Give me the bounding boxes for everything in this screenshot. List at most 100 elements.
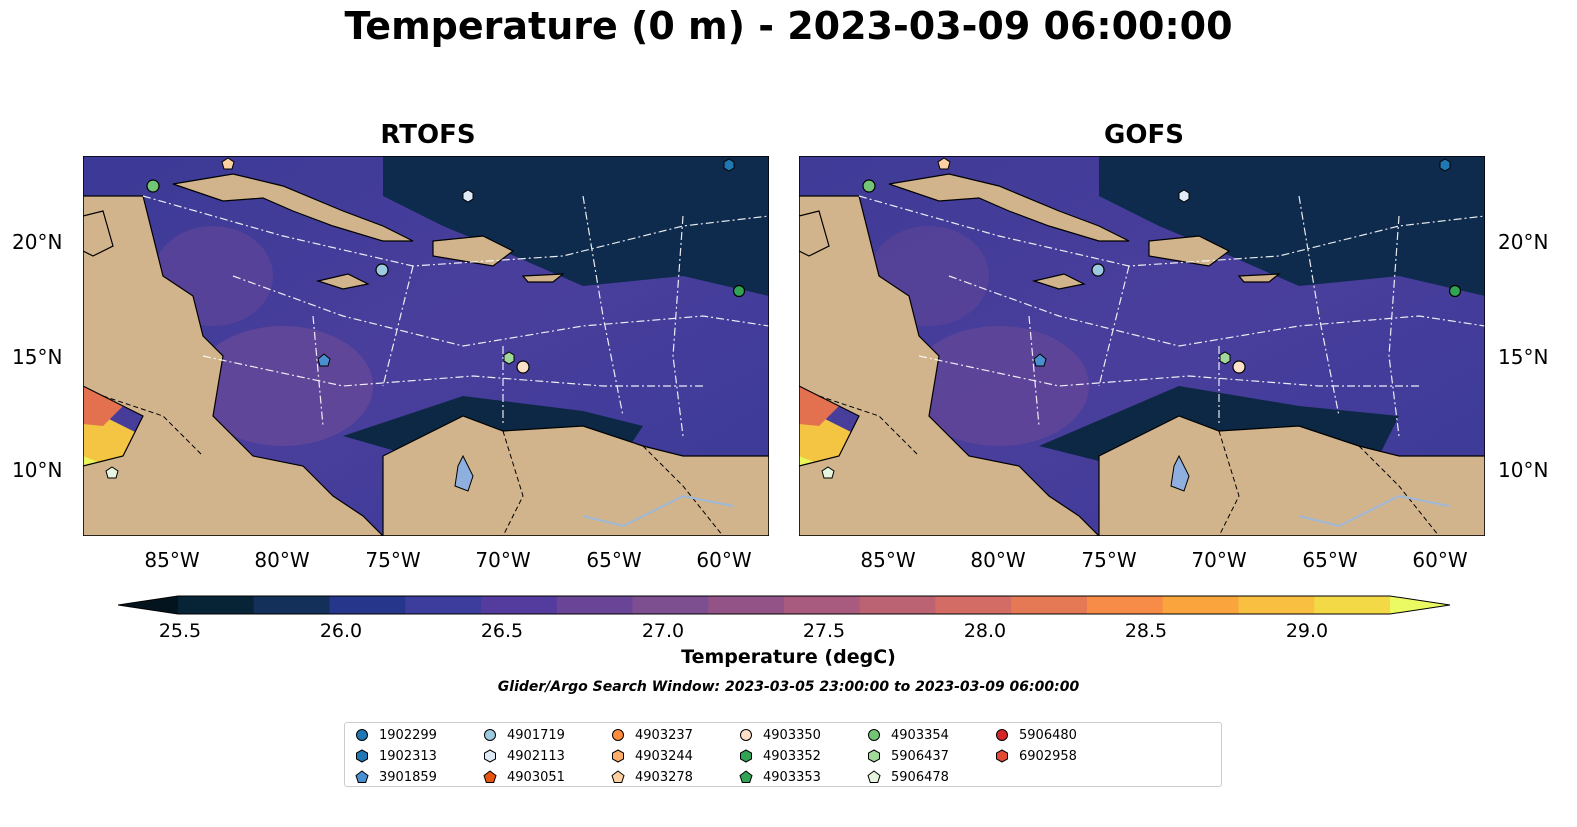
circle-marker-icon	[484, 729, 496, 741]
lat-label-20n-right: 20°N	[1498, 230, 1549, 254]
legend-label: 4903353	[763, 769, 821, 785]
lon-label-80w-right: 80°W	[970, 548, 1026, 572]
colorbar-segment	[859, 596, 936, 614]
legend-item: 4902113	[483, 747, 565, 765]
legend-item: 4903352	[739, 747, 821, 765]
lat-label-20n-left: 20°N	[12, 230, 63, 254]
colorbar-segment	[178, 596, 255, 614]
circle-marker-icon	[996, 729, 1008, 741]
lon-label-70w-left: 70°W	[475, 548, 531, 572]
legend-label: 4903237	[635, 727, 693, 743]
lat-label-15n-left: 15°N	[12, 345, 63, 369]
lon-label-85w-left: 85°W	[144, 548, 200, 572]
legend-label: 6902958	[1019, 748, 1077, 764]
legend-item: 5906437	[867, 747, 949, 765]
lon-label-80w-left: 80°W	[254, 548, 310, 572]
legend-item: 5906480	[995, 726, 1077, 744]
lat-label-10n-left: 10°N	[12, 458, 63, 482]
colorbar-tick-27-5: 27.5	[802, 620, 846, 642]
search-window-text: Glider/Argo Search Window: 2023-03-05 23…	[497, 679, 1080, 695]
lat-label-15n-right: 15°N	[1498, 345, 1549, 369]
legend-item: 5906478	[867, 768, 949, 786]
legend-item: 1902299	[355, 726, 437, 744]
hexagon-marker-icon	[996, 749, 1008, 763]
legend-label: 5906437	[891, 748, 949, 764]
legend-label: 4903051	[507, 769, 565, 785]
circle-marker-icon	[612, 729, 624, 741]
colorbar-segment	[1238, 596, 1315, 614]
lat-label-10n-right: 10°N	[1498, 458, 1549, 482]
colorbar-tick-28-0: 28.0	[963, 620, 1007, 642]
colorbar-segment	[1087, 596, 1164, 614]
pentagon-marker-icon	[867, 770, 881, 783]
lon-label-65w-left: 65°W	[586, 548, 642, 572]
hexagon-marker-icon	[484, 749, 496, 763]
legend-item: 4903051	[483, 768, 565, 786]
legend-label: 5906478	[891, 769, 949, 785]
panel-title-rtofs: RTOFS	[380, 120, 476, 150]
pentagon-marker-icon	[483, 770, 497, 783]
legend-label: 4903278	[635, 769, 693, 785]
lon-label-65w-right: 65°W	[1302, 548, 1358, 572]
pentagon-marker-icon	[611, 770, 625, 783]
legend-label: 5906480	[1019, 727, 1077, 743]
rtofs-map	[83, 156, 769, 536]
legend-label: 3901859	[379, 769, 437, 785]
legend-item: 6902958	[995, 747, 1077, 765]
pentagon-marker-icon	[355, 770, 369, 783]
colorbar-segment	[1011, 596, 1088, 614]
colorbar-over-extension	[1390, 596, 1450, 614]
colorbar	[118, 595, 1451, 615]
legend-item: 4901719	[483, 726, 565, 744]
circle-marker-icon	[868, 729, 880, 741]
lon-label-85w-right: 85°W	[860, 548, 916, 572]
legend-item: 4903354	[867, 726, 949, 744]
colorbar-segment	[329, 596, 406, 614]
lon-label-70w-right: 70°W	[1191, 548, 1247, 572]
circle-marker-icon	[740, 729, 752, 741]
pentagon-marker-icon	[739, 770, 753, 783]
hexagon-marker-icon	[740, 749, 752, 763]
legend-label: 4903352	[763, 748, 821, 764]
colorbar-outline	[118, 595, 1451, 615]
colorbar-segment	[405, 596, 482, 614]
colorbar-segment	[253, 596, 330, 614]
gofs-map	[799, 156, 1485, 536]
colorbar-segment	[708, 596, 785, 614]
legend-label: 4902113	[507, 748, 565, 764]
panel-title-gofs: GOFS	[1104, 120, 1184, 150]
legend-item: 4903278	[611, 768, 693, 786]
hexagon-marker-icon	[868, 749, 880, 763]
legend-item: 4903350	[739, 726, 821, 744]
colorbar-tick-29-0: 29.0	[1285, 620, 1329, 642]
legend-item: 4903244	[611, 747, 693, 765]
colorbar-segment	[1162, 596, 1239, 614]
hexagon-marker-icon	[612, 749, 624, 763]
legend-item: 3901859	[355, 768, 437, 786]
colorbar-segment	[632, 596, 709, 614]
colorbar-segment	[1314, 596, 1391, 614]
colorbar-segment	[935, 596, 1012, 614]
lon-label-60w-left: 60°W	[696, 548, 752, 572]
legend-item: 4903353	[739, 768, 821, 786]
lon-label-75w-right: 75°W	[1081, 548, 1137, 572]
legend-item: 1902313	[355, 747, 437, 765]
colorbar-tick-25-5: 25.5	[158, 620, 202, 642]
legend-label: 4903354	[891, 727, 949, 743]
lon-label-60w-right: 60°W	[1412, 548, 1468, 572]
figure-title: Temperature (0 m) - 2023-03-09 06:00:00	[344, 4, 1233, 48]
float-legend: 1902299 1902313 3901859 4901719 4902113 49030…	[344, 722, 1222, 787]
legend-label: 1902313	[379, 748, 437, 764]
legend-label: 4901719	[507, 727, 565, 743]
colorbar-tick-27-0: 27.0	[641, 620, 685, 642]
circle-marker-icon	[356, 729, 368, 741]
colorbar-tick-26-5: 26.5	[480, 620, 524, 642]
legend-item: 4903237	[611, 726, 693, 744]
colorbar-segment	[784, 596, 861, 614]
legend-label: 4903350	[763, 727, 821, 743]
legend-label: 1902299	[379, 727, 437, 743]
colorbar-under-extension	[118, 596, 178, 614]
colorbar-segment	[556, 596, 633, 614]
colorbar-tick-26-0: 26.0	[319, 620, 363, 642]
colorbar-tick-28-5: 28.5	[1124, 620, 1168, 642]
